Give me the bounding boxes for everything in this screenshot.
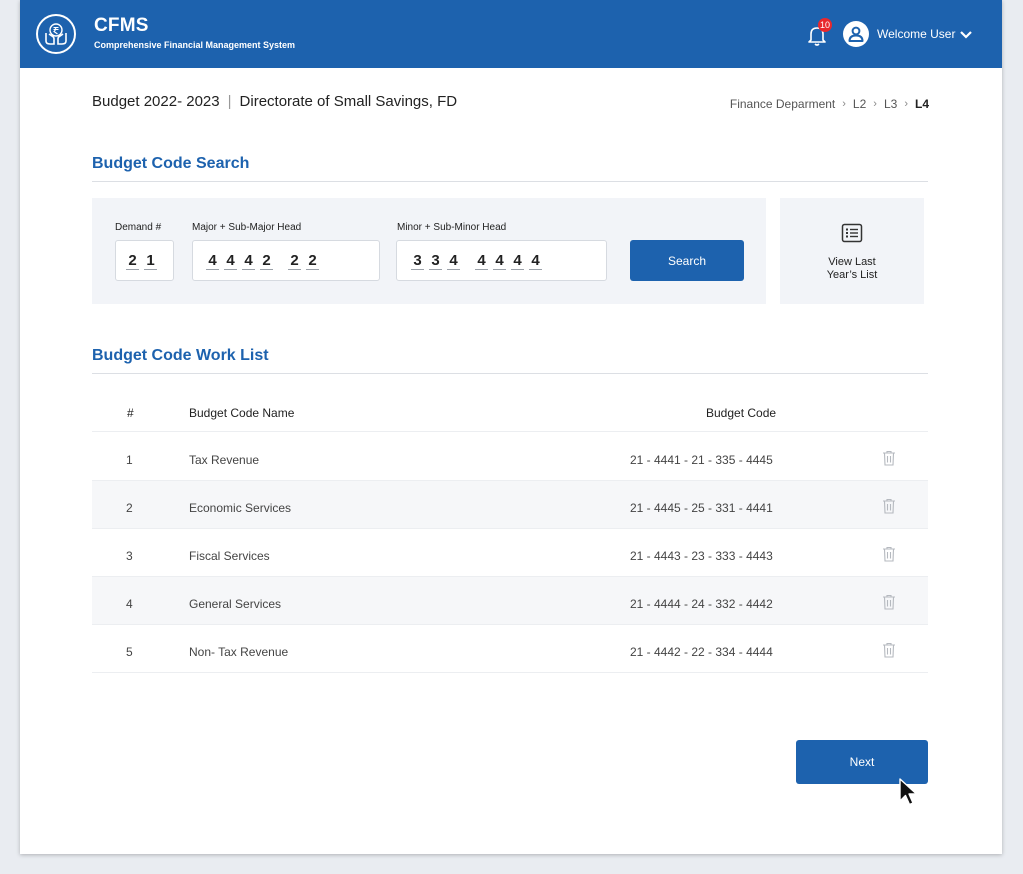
row-budget-code: 21 - 4443 - 23 - 333 - 4443 (630, 549, 773, 563)
list-icon (841, 223, 863, 243)
row-budget-code-name: Economic Services (189, 501, 292, 515)
breadcrumb-separator: › (842, 98, 846, 110)
view-last-year-line2: Year’s List (826, 269, 878, 281)
trash-icon[interactable] (882, 546, 896, 562)
trash-icon[interactable] (882, 498, 896, 514)
hands-rupee-icon (45, 23, 67, 45)
sub-minor-digit: 4 (493, 252, 506, 270)
row-index: 2 (126, 501, 133, 515)
section-divider (92, 181, 928, 182)
mouse-cursor-icon (899, 778, 918, 806)
row-index: 1 (126, 453, 133, 467)
row-index: 5 (126, 645, 133, 659)
breadcrumb: Finance Deparment › L2 › L3 › L4 (730, 97, 929, 111)
header-bar: CFMS Comprehensive Financial Management … (20, 0, 1002, 68)
user-avatar[interactable] (843, 21, 869, 47)
breadcrumb-item-finance[interactable]: Finance Deparment (729, 97, 836, 111)
demand-digit: 2 (126, 252, 139, 270)
major-head-label: Major + Sub-Major Head (192, 222, 302, 233)
minor-head-label: Minor + Sub-Minor Head (397, 222, 507, 233)
sub-minor-digit: 4 (475, 252, 488, 270)
worklist-section-title: Budget Code Work List (92, 347, 269, 364)
demand-label: Demand # (115, 222, 162, 233)
trash-icon[interactable] (882, 594, 896, 610)
minor-digit: 3 (411, 252, 424, 270)
row-budget-code: 21 - 4442 - 22 - 334 - 4444 (630, 645, 773, 659)
breadcrumb-current: L4 (914, 97, 929, 111)
table-header: # Budget Code Name Budget Code (92, 392, 928, 432)
breadcrumb-separator: › (873, 98, 877, 110)
notification-badge: 10 (818, 18, 833, 32)
view-last-year-list-button[interactable]: View Last Year’s List (780, 198, 924, 304)
major-head-input[interactable]: 4 4 4 2 2 2 (192, 240, 380, 281)
page-title: Budget 2022- 2023 | Directorate of Small S… (92, 93, 457, 110)
trash-icon[interactable] (882, 450, 896, 466)
row-budget-code-name: General Services (189, 597, 282, 611)
row-budget-code-name: Tax Revenue (189, 453, 260, 467)
sub-major-digit: 2 (288, 252, 301, 270)
column-budget-code: Budget Code (706, 406, 777, 420)
next-button[interactable]: Next (796, 740, 928, 784)
sub-minor-digit: 4 (529, 252, 542, 270)
table-row: 4 General Services 21 - 4444 - 24 - 332 … (92, 577, 928, 625)
directorate-name: Directorate of Small Savings, FD (239, 93, 458, 110)
minor-head-input[interactable]: 3 3 4 4 4 4 4 (396, 240, 607, 281)
trash-icon[interactable] (882, 642, 896, 658)
table-row: 1 Tax Revenue 21 - 4441 - 21 - 335 - 444… (92, 433, 928, 481)
row-budget-code: 21 - 4441 - 21 - 335 - 4445 (630, 453, 773, 467)
user-icon (848, 26, 864, 42)
app-subtitle: Comprehensive Financial Management Syste… (94, 40, 296, 50)
bell-icon[interactable] (806, 24, 828, 46)
breadcrumb-item-l3[interactable]: L3 (883, 97, 898, 111)
major-digit: 4 (206, 252, 219, 270)
row-index: 3 (126, 549, 133, 563)
app-window: CFMS Comprehensive Financial Management … (20, 0, 1002, 854)
search-section-title: Budget Code Search (92, 155, 250, 172)
sub-minor-digit: 4 (511, 252, 524, 270)
chevron-down-icon[interactable] (960, 30, 972, 40)
app-name: CFMS (94, 15, 149, 36)
title-separator: | (227, 93, 232, 110)
table-row: 5 Non- Tax Revenue 21 - 4442 - 22 - 334 … (92, 625, 928, 673)
row-budget-code-name: Non- Tax Revenue (189, 645, 289, 659)
minor-digit: 4 (447, 252, 460, 270)
section-divider (92, 373, 928, 374)
breadcrumb-separator: › (904, 98, 908, 110)
search-button[interactable]: Search (630, 240, 744, 281)
row-budget-code: 21 - 4445 - 25 - 331 - 4441 (630, 501, 773, 515)
minor-digit: 3 (429, 252, 442, 270)
row-budget-code-name: Fiscal Services (189, 549, 270, 563)
view-last-year-label: View Last Year’s List (817, 256, 887, 282)
demand-digit: 1 (144, 252, 157, 270)
welcome-text[interactable]: Welcome User (877, 27, 956, 41)
search-panel: Demand # 2 1 Major + Sub-Major Head 4 4 … (92, 198, 766, 304)
row-budget-code: 21 - 4444 - 24 - 332 - 4442 (630, 597, 773, 611)
table-row: 2 Economic Services 21 - 4445 - 25 - 331… (92, 481, 928, 529)
major-digit: 4 (224, 252, 237, 270)
cfms-logo (36, 14, 76, 54)
demand-input[interactable]: 2 1 (115, 240, 174, 281)
column-index: # (127, 406, 134, 420)
major-digit: 2 (260, 252, 273, 270)
column-budget-code-name: Budget Code Name (189, 406, 295, 420)
breadcrumb-item-l2[interactable]: L2 (852, 97, 867, 111)
major-digit: 4 (242, 252, 255, 270)
budget-year: Budget 2022- 2023 (92, 93, 220, 110)
row-index: 4 (126, 597, 133, 611)
sub-major-digit: 2 (306, 252, 319, 270)
table-row: 3 Fiscal Services 21 - 4443 - 23 - 333 -… (92, 529, 928, 577)
view-last-year-line1: View Last (828, 256, 876, 268)
